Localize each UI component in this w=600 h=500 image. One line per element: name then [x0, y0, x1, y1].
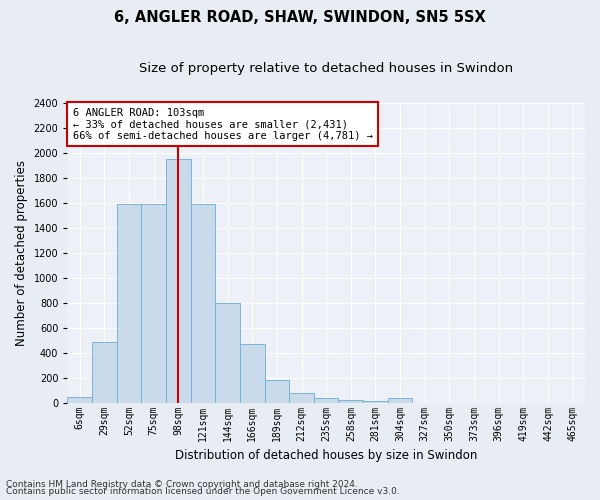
Text: Contains HM Land Registry data © Crown copyright and database right 2024.: Contains HM Land Registry data © Crown c…	[6, 480, 358, 489]
Bar	[215, 303, 240, 403]
Bar	[338, 400, 363, 403]
Bar	[116, 204, 141, 403]
Y-axis label: Number of detached properties: Number of detached properties	[15, 160, 28, 346]
Text: Contains public sector information licensed under the Open Government Licence v3: Contains public sector information licen…	[6, 488, 400, 496]
Bar	[141, 204, 166, 403]
Text: 6 ANGLER ROAD: 103sqm
← 33% of detached houses are smaller (2,431)
66% of semi-d: 6 ANGLER ROAD: 103sqm ← 33% of detached …	[73, 108, 373, 141]
Bar	[166, 160, 191, 403]
Bar	[289, 393, 314, 403]
Bar	[314, 398, 338, 403]
Text: 6, ANGLER ROAD, SHAW, SWINDON, SN5 5SX: 6, ANGLER ROAD, SHAW, SWINDON, SN5 5SX	[114, 10, 486, 25]
X-axis label: Distribution of detached houses by size in Swindon: Distribution of detached houses by size …	[175, 450, 478, 462]
Bar	[363, 402, 388, 403]
Title: Size of property relative to detached houses in Swindon: Size of property relative to detached ho…	[139, 62, 513, 76]
Bar	[191, 204, 215, 403]
Bar	[265, 380, 289, 403]
Bar	[92, 342, 116, 403]
Bar	[240, 344, 265, 403]
Bar	[67, 397, 92, 403]
Bar	[388, 398, 412, 403]
